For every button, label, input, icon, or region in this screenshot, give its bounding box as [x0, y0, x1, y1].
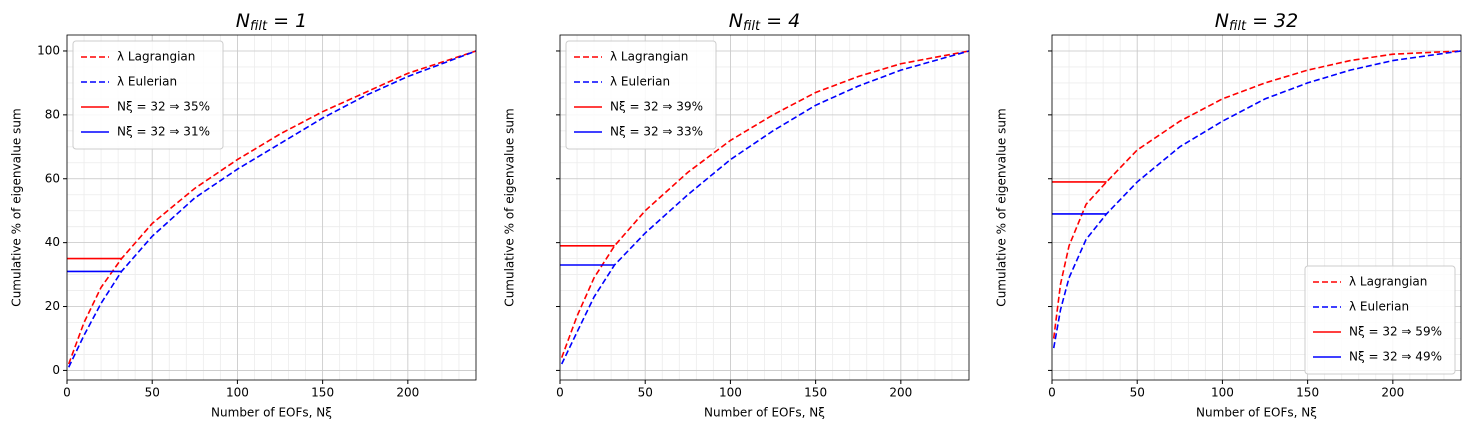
x-axis-label: Number of EOFs, Nξ — [211, 406, 332, 420]
legend-label: λ Eulerian — [1349, 300, 1409, 314]
series-line — [1052, 50, 1461, 339]
title-rest: = 32 — [1246, 10, 1298, 32]
title-sub: filt — [250, 19, 268, 34]
legend-box — [565, 40, 717, 150]
x-tick-label: 0 — [1048, 386, 1056, 400]
series-line — [560, 50, 969, 365]
x-tick-label: 50 — [638, 386, 653, 400]
x-tick-label: 150 — [311, 386, 334, 400]
x-tick-label: 150 — [1296, 386, 1319, 400]
y-tick-label: 20 — [45, 299, 60, 313]
legend-label: λ Lagrangian — [610, 50, 688, 64]
x-tick-label: 0 — [63, 386, 71, 400]
x-axis-label: Number of EOFs, Nξ — [1196, 406, 1317, 420]
y-tick-label: 0 — [52, 363, 60, 377]
plot-frame — [66, 34, 477, 381]
chart-title: Nfilt = 32 — [1215, 10, 1299, 34]
legend-label: λ Eulerian — [117, 75, 177, 89]
series-line — [67, 50, 476, 368]
y-tick-label: 60 — [45, 171, 60, 185]
legend-label: Nξ = 32 ⇒ 35% — [117, 100, 210, 114]
x-tick-label: 100 — [226, 386, 249, 400]
series-line — [1052, 50, 1461, 349]
legend-label: λ Lagrangian — [1349, 275, 1427, 289]
x-tick-label: 150 — [804, 386, 827, 400]
title-main: N — [236, 10, 250, 32]
y-tick-label: 40 — [45, 235, 60, 249]
plot-frame — [1051, 34, 1462, 381]
legend-box — [72, 40, 224, 150]
legend-label: Nξ = 32 ⇒ 33% — [610, 125, 703, 139]
y-axis-label: Cumulative % of eigenvalue sum — [995, 108, 1009, 306]
chart-title: Nfilt = 1 — [236, 10, 307, 34]
legend-label: Nξ = 32 ⇒ 31% — [117, 125, 210, 139]
x-tick-label: 200 — [396, 386, 419, 400]
legend-label: Nξ = 32 ⇒ 59% — [1349, 325, 1442, 339]
series-line — [560, 50, 969, 358]
series-line — [67, 50, 476, 365]
x-tick-label: 50 — [145, 386, 160, 400]
title-rest: = 1 — [267, 10, 307, 32]
plot-frame — [559, 34, 970, 381]
x-tick-label: 0 — [556, 386, 564, 400]
legend-label: Nξ = 32 ⇒ 49% — [1349, 350, 1442, 364]
legend-label: λ Lagrangian — [117, 50, 195, 64]
legend-label: Nξ = 32 ⇒ 39% — [610, 100, 703, 114]
title-main: N — [729, 10, 743, 32]
x-tick-label: 100 — [1211, 386, 1234, 400]
x-tick-label: 200 — [1381, 386, 1404, 400]
legend-box — [1304, 265, 1456, 375]
title-rest: = 4 — [760, 10, 800, 32]
y-tick-label: 100 — [37, 43, 60, 57]
chart-title: Nfilt = 4 — [729, 10, 800, 34]
legend-label: λ Eulerian — [610, 75, 670, 89]
y-tick-label: 80 — [45, 107, 60, 121]
x-tick-label: 200 — [889, 386, 912, 400]
title-sub: filt — [743, 19, 761, 34]
title-sub: filt — [1229, 19, 1247, 34]
x-axis-label: Number of EOFs, Nξ — [704, 406, 825, 420]
x-tick-label: 100 — [719, 386, 742, 400]
y-axis-label: Cumulative % of eigenvalue sum — [10, 108, 24, 306]
x-tick-label: 50 — [1130, 386, 1145, 400]
y-axis-label: Cumulative % of eigenvalue sum — [503, 108, 517, 306]
title-main: N — [1215, 10, 1229, 32]
